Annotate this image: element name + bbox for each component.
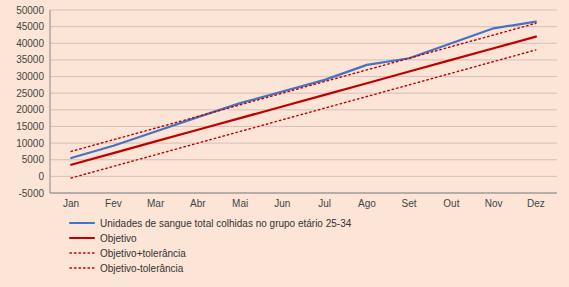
y-axis-line [50,10,51,193]
y-axis: -5000 0 5000 10000 15000 20000 25000 30000 35000… [16,5,557,199]
y-tick-label: 40000 [16,38,44,49]
series-line [71,22,536,158]
y-tick-label: 30000 [16,71,44,82]
grid-line [50,43,557,44]
series-line [71,23,536,151]
y-tick-label: -5000 [18,188,44,199]
series-line [71,50,536,178]
legend-swatch [70,252,94,253]
lines [71,22,536,178]
y-tick-label: 50000 [16,5,44,16]
y-tick-label: 0 [38,171,44,182]
y-tick-label: 10000 [16,138,44,149]
x-tick-label: Set [402,198,417,209]
grid-line [50,176,557,177]
grid-line [50,26,557,27]
x-tick-label: Ago [358,198,376,209]
x-tick-label: Jul [318,198,331,209]
x-tick-label: Jan [63,198,79,209]
legend-swatch [70,222,94,224]
x-tick-label: Dez [527,198,545,209]
grid-line [50,59,557,60]
grid-line [50,10,557,11]
x-tick-label: Jun [274,198,290,209]
grid-line [50,126,557,127]
legend-label: Objetivo+tolerância [100,248,186,259]
grid-line [50,109,557,110]
x-axis-line [50,193,557,194]
grid-line [50,193,557,194]
chart: -5000 0 5000 10000 15000 20000 25000 30000 35000… [0,0,569,287]
x-tick-label: Nov [485,198,503,209]
x-tick-label: Mar [147,198,165,209]
y-tick-label: 45000 [16,21,44,32]
y-tick-label: 25000 [16,88,44,99]
legend-swatch [70,237,94,239]
y-tick-label: 35000 [16,54,44,65]
legend-swatch [70,267,94,268]
grid-line [50,76,557,77]
grid-line [50,159,557,160]
x-tick-label: Out [443,198,459,209]
x-tick-label: Abr [190,198,206,209]
y-tick-label: 20000 [16,104,44,115]
grid-line [50,93,557,94]
legend-label: Objetivo [100,233,137,244]
legend-label: Objetivo-tolerância [100,263,184,274]
x-tick-label: Mai [232,198,248,209]
legend: Unidades de sangue total colhidas no gru… [70,218,352,274]
x-tick-label: Fev [105,198,122,209]
grid-line [50,143,557,144]
legend-label: Unidades de sangue total colhidas no gru… [100,218,352,229]
y-tick-label: 15000 [16,121,44,132]
x-axis: Jan Fev Mar Abr Mai Jun Jul Ago Set Out Nov Dez [63,198,545,209]
y-tick-label: 5000 [22,154,45,165]
series-line [71,37,536,165]
